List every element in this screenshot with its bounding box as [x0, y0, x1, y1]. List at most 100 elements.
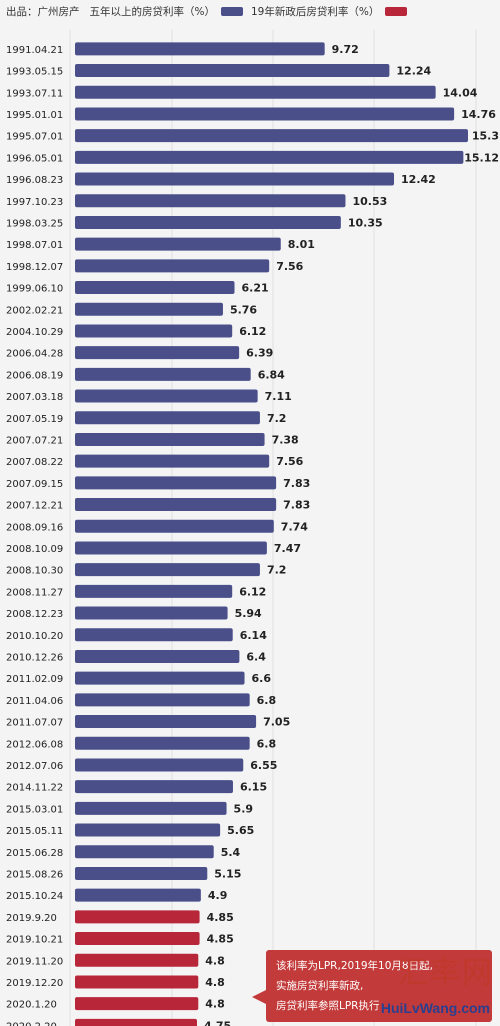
legend-label-old: 五年以上的房贷利率（%） [89, 6, 215, 18]
bar-rate [75, 671, 245, 685]
bar-lpr [75, 1018, 198, 1026]
category-label: 2012.07.06 [6, 761, 63, 772]
value-label: 5.4 [221, 846, 241, 859]
bar-rate [75, 606, 228, 620]
bar-rate [75, 346, 240, 360]
category-label: 2012.06.08 [6, 739, 63, 750]
value-label: 5.9 [234, 802, 254, 815]
category-label: 2019.9.20 [6, 913, 57, 924]
value-label: 7.11 [265, 390, 292, 403]
category-label: 2015.08.26 [6, 869, 63, 880]
legend-label-new: 19年新政后房贷利率（%） [250, 6, 380, 18]
category-label: 1998.12.07 [6, 262, 63, 273]
value-label: 7.56 [276, 260, 303, 273]
bar-rate [75, 628, 233, 642]
value-label: 6.8 [257, 737, 277, 750]
value-label: 4.9 [208, 889, 228, 902]
category-label: 2011.02.09 [6, 674, 63, 685]
category-label: 2011.07.07 [6, 718, 63, 729]
bar-lpr [75, 975, 199, 989]
category-label: 2019.10.21 [6, 935, 63, 946]
bar-rate [75, 150, 464, 164]
value-label: 7.56 [276, 455, 303, 468]
category-label: 2008.11.27 [6, 587, 63, 598]
bar-rate [75, 758, 244, 772]
watermark-logo: 汇率网 [398, 956, 494, 991]
value-label: 4.8 [205, 976, 225, 989]
value-label: 9.72 [332, 43, 359, 56]
category-label: 1999.06.10 [6, 284, 63, 295]
category-label: 2006.08.19 [6, 370, 63, 381]
category-label: 2019.12.20 [6, 978, 63, 989]
value-label: 12.42 [401, 173, 436, 186]
value-label: 6.12 [239, 325, 266, 338]
bar-rate [75, 541, 267, 555]
value-label: 15.3 [472, 130, 499, 143]
bar-rate [75, 584, 233, 598]
value-label: 6.84 [258, 368, 285, 381]
value-label: 10.53 [352, 195, 387, 208]
bar-rate [75, 519, 274, 533]
bar-rate [75, 107, 455, 121]
bar-rate [75, 324, 233, 338]
category-label: 1993.07.11 [6, 88, 63, 99]
value-label: 5.65 [227, 824, 254, 837]
value-label: 6.4 [246, 650, 266, 663]
category-label: 1995.07.01 [6, 132, 63, 143]
value-label: 6.21 [242, 282, 269, 295]
value-label: 4.75 [204, 1019, 231, 1026]
value-label: 5.76 [230, 303, 257, 316]
value-label: 8.01 [288, 238, 315, 251]
category-label: 2006.04.28 [6, 349, 63, 360]
category-label: 1991.04.21 [6, 45, 63, 56]
bar-rate [75, 780, 233, 794]
category-label: 2015.06.28 [6, 848, 63, 859]
category-label: 2020.2.20 [6, 1021, 57, 1026]
bar-rate [75, 693, 250, 707]
bar-rate [75, 736, 250, 750]
bar-lpr [75, 932, 200, 946]
bar-rate [75, 281, 235, 295]
category-label: 2020.1.20 [6, 1000, 57, 1011]
category-label: 1998.07.01 [6, 240, 63, 251]
bar-rate [75, 476, 277, 490]
bar-lpr [75, 997, 199, 1011]
bar-rate [75, 823, 221, 837]
bar-rate [75, 563, 260, 577]
value-label: 7.38 [272, 433, 299, 446]
category-label: 1996.08.23 [6, 175, 63, 186]
category-label: 2008.10.30 [6, 566, 63, 577]
bar-rate [75, 129, 468, 143]
category-label: 2019.11.20 [6, 956, 63, 967]
value-label: 6.15 [240, 781, 267, 794]
category-label: 2010.10.20 [6, 631, 63, 642]
value-label: 6.55 [250, 759, 277, 772]
value-label: 7.05 [263, 716, 290, 729]
category-label: 2011.04.06 [6, 696, 63, 707]
value-label: 6.12 [239, 585, 266, 598]
bar-lpr [75, 953, 199, 967]
value-label: 7.2 [267, 412, 287, 425]
category-label: 2015.05.11 [6, 826, 63, 837]
value-label: 4.8 [205, 998, 225, 1011]
callout-line-1: 该利率为LPR,2019年10月8日起, [276, 960, 433, 972]
value-label: 12.24 [396, 65, 431, 78]
value-label: 4.8 [205, 954, 225, 967]
value-label: 6.6 [252, 672, 272, 685]
bar-rate [75, 259, 270, 273]
bar-rate [75, 454, 270, 468]
bar-rate [75, 172, 395, 186]
bar-rate [75, 715, 257, 729]
bar-rate [75, 649, 240, 663]
value-label: 15.12 [464, 151, 499, 164]
bar-rate [75, 64, 390, 78]
category-label: 2002.02.21 [6, 305, 63, 316]
value-label: 14.04 [443, 86, 478, 99]
value-label: 4.85 [207, 911, 234, 924]
bar-rate [75, 302, 223, 316]
value-label: 7.47 [274, 542, 301, 555]
legend-swatch-old [220, 7, 243, 16]
category-label: 1997.10.23 [6, 197, 63, 208]
lpr-note-callout: 该利率为LPR,2019年10月8日起, 实施房贷利率新政, 房贷利率参照LPR… [252, 950, 492, 1022]
